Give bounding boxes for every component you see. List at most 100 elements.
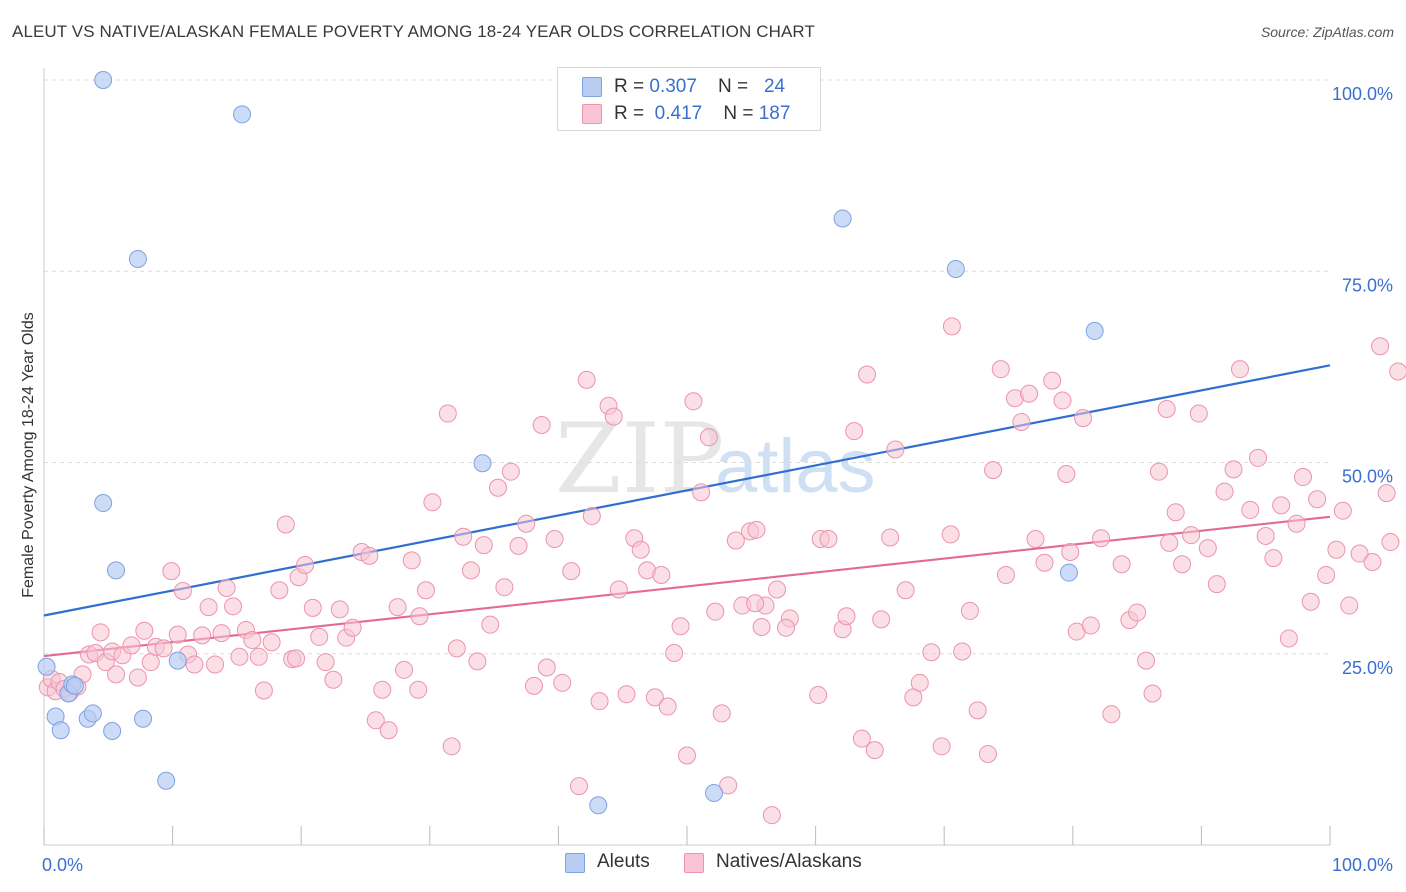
native-point xyxy=(553,673,572,692)
native-point xyxy=(865,741,884,760)
native-point xyxy=(1166,503,1185,522)
legend-r-value: 0.417 xyxy=(654,103,703,124)
native-point xyxy=(402,551,421,570)
chart-title: ALEUT VS NATIVE/ALASKAN FEMALE POVERTY A… xyxy=(12,22,815,41)
native-point xyxy=(819,530,838,548)
native-point xyxy=(1173,555,1192,574)
native-point xyxy=(1224,460,1243,479)
legend-swatch-natives xyxy=(684,853,704,873)
native-point xyxy=(122,636,141,655)
aleut-point xyxy=(1085,321,1104,340)
legend-swatch-aleut xyxy=(582,77,602,97)
native-point xyxy=(752,617,771,636)
aleut-point xyxy=(946,259,965,278)
aleut-point xyxy=(94,71,113,89)
native-point xyxy=(173,582,192,601)
aleut-point xyxy=(128,250,147,269)
native-point xyxy=(726,531,745,550)
native-point xyxy=(162,562,181,581)
native-point xyxy=(373,680,392,699)
legend-n-label: N = xyxy=(723,103,759,124)
native-point xyxy=(978,744,997,763)
native-point xyxy=(953,642,972,661)
native-point xyxy=(495,578,514,597)
native-point xyxy=(706,602,725,621)
native-point xyxy=(631,540,650,559)
native-point xyxy=(343,618,362,637)
native-point xyxy=(296,556,315,575)
tick-labels: 25.0% 50.0% 75.0% 100.0% 0.0% 100.0% xyxy=(42,84,1393,875)
native-point xyxy=(1333,501,1352,520)
native-point xyxy=(532,416,551,435)
native-point xyxy=(1012,412,1031,431)
native-point xyxy=(845,422,864,441)
native-point xyxy=(517,514,536,533)
aleut-point xyxy=(473,454,492,473)
native-point xyxy=(310,627,329,646)
native-point xyxy=(1057,464,1076,483)
aleut-trendline xyxy=(43,364,1331,617)
native-point xyxy=(1043,371,1062,390)
aleut-point xyxy=(51,721,70,740)
native-point xyxy=(922,643,941,662)
native-point xyxy=(762,806,781,825)
y-tick-label: 100.0% xyxy=(1332,84,1393,104)
native-point xyxy=(1112,555,1131,574)
trendlines xyxy=(43,364,1331,658)
aleut-point xyxy=(134,709,153,728)
native-point xyxy=(852,729,871,748)
native-point xyxy=(1308,490,1327,509)
legend-r-label: R = xyxy=(614,76,650,97)
native-point xyxy=(249,647,268,666)
native-point xyxy=(254,681,273,700)
native-point xyxy=(262,633,281,652)
native-point xyxy=(941,525,960,544)
native-point xyxy=(1149,462,1168,481)
legend-swatch-native xyxy=(582,104,602,124)
native-point xyxy=(1143,684,1162,703)
native-point xyxy=(1248,448,1267,467)
aleut-point xyxy=(705,783,724,802)
native-point xyxy=(454,527,473,546)
native-point xyxy=(135,621,154,640)
aleut-point xyxy=(103,722,122,741)
native-point xyxy=(712,704,731,723)
native-point xyxy=(1230,360,1249,379)
native-point xyxy=(168,625,187,644)
aleut-point xyxy=(233,105,252,124)
aleut-point xyxy=(833,209,852,228)
native-point xyxy=(684,392,703,411)
native-point xyxy=(1377,484,1396,503)
native-point xyxy=(1287,514,1306,533)
native-point xyxy=(330,600,349,619)
native-point xyxy=(395,660,414,679)
native-point xyxy=(886,440,905,459)
aleut-point xyxy=(1059,563,1078,582)
native-point xyxy=(1272,496,1291,515)
native-point xyxy=(423,493,442,512)
native-point xyxy=(1301,592,1320,611)
native-point xyxy=(1157,399,1176,418)
x-tick-label: 0.0% xyxy=(42,855,83,875)
native-point xyxy=(678,746,696,765)
legend-r-label: R = xyxy=(614,103,650,124)
native-point xyxy=(509,536,528,555)
native-point xyxy=(1207,575,1226,594)
native-point xyxy=(996,565,1015,584)
aleut-point xyxy=(65,676,84,695)
native-point xyxy=(360,546,379,565)
native-point xyxy=(1061,543,1080,562)
native-point xyxy=(1160,533,1179,552)
native-point xyxy=(438,404,457,423)
native-point xyxy=(719,776,738,795)
native-point xyxy=(658,697,677,716)
native-point xyxy=(809,686,828,705)
native-point xyxy=(230,647,249,666)
native-point xyxy=(881,528,900,547)
native-point xyxy=(206,655,225,674)
native-point xyxy=(699,428,718,447)
native-point xyxy=(746,594,765,613)
native-point xyxy=(270,581,289,600)
legend-n-value: 187 xyxy=(758,103,791,124)
native-point xyxy=(324,670,343,689)
